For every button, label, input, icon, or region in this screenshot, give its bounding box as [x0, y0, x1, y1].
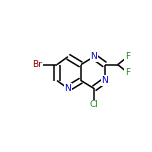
Text: N: N — [65, 84, 71, 93]
Text: Br: Br — [32, 60, 42, 69]
Text: N: N — [91, 52, 97, 61]
Text: N: N — [102, 76, 108, 85]
Text: F: F — [125, 52, 130, 61]
Text: Cl: Cl — [90, 100, 98, 109]
Text: F: F — [125, 68, 130, 77]
